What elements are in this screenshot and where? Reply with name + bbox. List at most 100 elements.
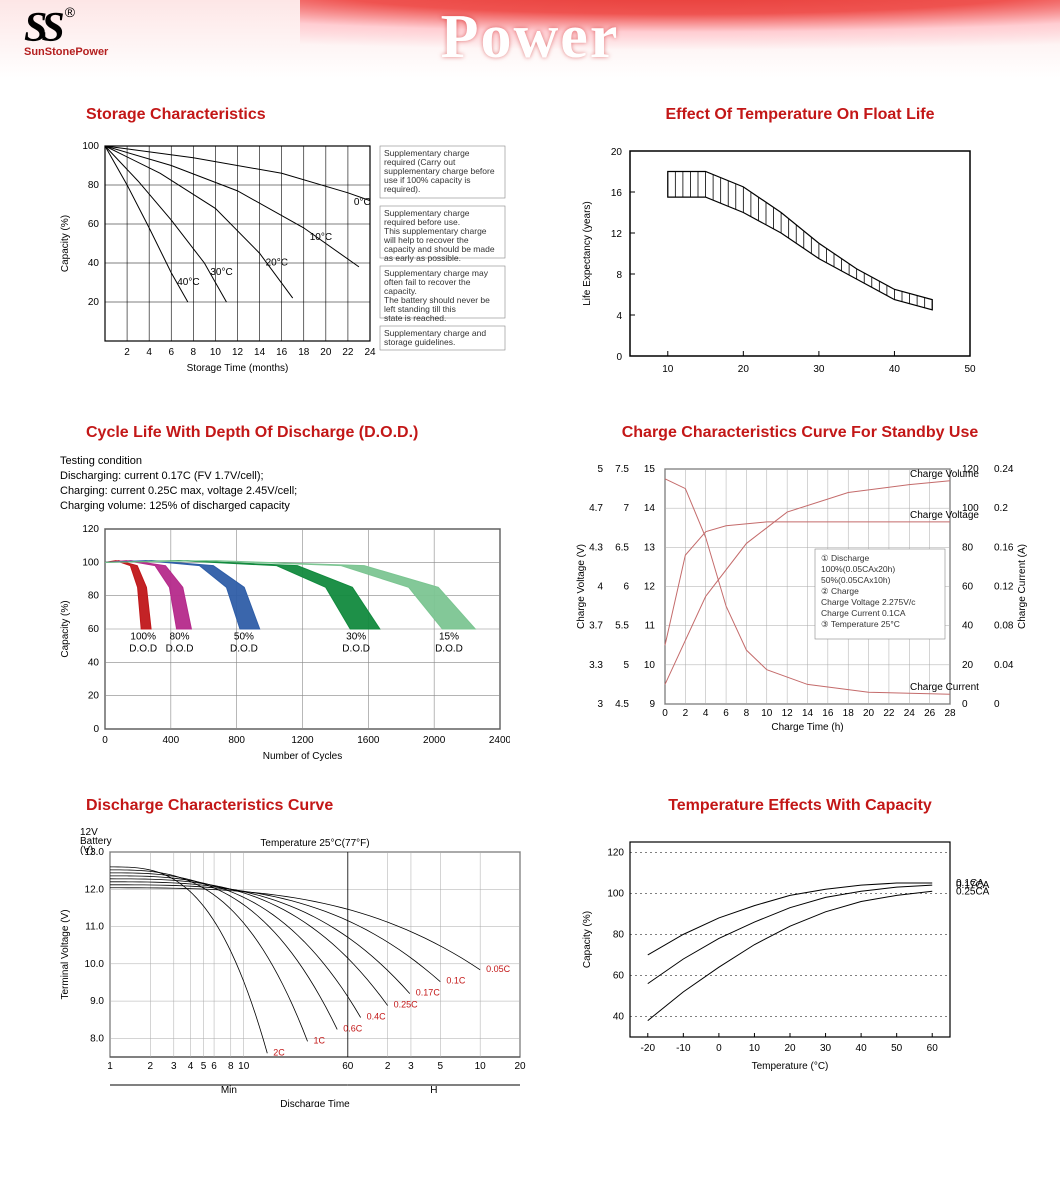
svg-text:7.5: 7.5 <box>615 464 629 475</box>
svg-text:14: 14 <box>254 347 266 358</box>
svg-text:12.0: 12.0 <box>85 885 105 896</box>
svg-text:6: 6 <box>623 582 629 593</box>
svg-text:10: 10 <box>644 660 656 671</box>
svg-text:8: 8 <box>744 708 750 719</box>
svg-text:② Charge: ② Charge <box>821 586 859 596</box>
svg-text:50: 50 <box>964 364 976 375</box>
brand-name: SunStonePower <box>24 46 108 58</box>
svg-text:8: 8 <box>191 347 197 358</box>
svg-text:-10: -10 <box>676 1043 691 1054</box>
svg-text:120: 120 <box>607 848 624 859</box>
svg-text:20: 20 <box>962 660 974 671</box>
chart-storage: 2468101214161820222420406080100Storage T… <box>50 136 530 396</box>
banner-title: Power <box>441 2 620 73</box>
svg-text:6: 6 <box>168 347 174 358</box>
svg-text:D.O.D: D.O.D <box>166 644 194 655</box>
svg-text:D.O.D: D.O.D <box>342 644 370 655</box>
svg-text:10: 10 <box>238 1061 250 1072</box>
svg-text:4: 4 <box>703 708 709 719</box>
svg-text:40: 40 <box>88 258 100 269</box>
svg-text:800: 800 <box>228 735 245 746</box>
panel-storage: Storage Characteristics 2468101214161820… <box>50 98 530 396</box>
svg-text:4.5: 4.5 <box>615 699 629 710</box>
svg-text:20°C: 20°C <box>266 257 288 268</box>
svg-text:2: 2 <box>147 1061 153 1072</box>
svg-text:3.3: 3.3 <box>589 660 603 671</box>
svg-text:40: 40 <box>889 364 901 375</box>
svg-text:10: 10 <box>662 364 674 375</box>
svg-text:28: 28 <box>944 708 956 719</box>
svg-text:14: 14 <box>802 708 814 719</box>
svg-text:2: 2 <box>683 708 689 719</box>
svg-text:D.O.D: D.O.D <box>435 644 463 655</box>
svg-text:40: 40 <box>856 1043 868 1054</box>
svg-text:10: 10 <box>749 1043 761 1054</box>
svg-text:30°C: 30°C <box>210 267 232 278</box>
svg-text:1C: 1C <box>314 1036 326 1046</box>
svg-text:as early as possible.: as early as possible. <box>384 253 461 263</box>
svg-text:9.0: 9.0 <box>90 996 104 1007</box>
panel-temp: Temperature Effects With Capacity -20-10… <box>570 789 1030 1107</box>
svg-text:120: 120 <box>82 524 99 535</box>
svg-text:6: 6 <box>723 708 729 719</box>
panel-discharge: Discharge Characteristics Curve 8.09.010… <box>50 789 530 1107</box>
svg-text:③ Temperature 25°C: ③ Temperature 25°C <box>821 619 900 629</box>
svg-text:30: 30 <box>813 364 825 375</box>
svg-text:Number of Cycles: Number of Cycles <box>263 751 342 762</box>
svg-text:100: 100 <box>82 141 99 152</box>
svg-text:6: 6 <box>211 1061 217 1072</box>
svg-text:0.1C: 0.1C <box>446 976 466 986</box>
svg-text:0°C: 0°C <box>354 197 371 208</box>
svg-text:D.O.D: D.O.D <box>230 644 258 655</box>
chart-temp: -20-100102030405060406080100120Temperatu… <box>570 827 1030 1077</box>
svg-text:20: 20 <box>514 1061 526 1072</box>
svg-text:20: 20 <box>611 147 623 158</box>
chart-charge: 024681012141618202224262891011121314154.… <box>570 454 1030 754</box>
panel-charge: Charge Characteristics Curve For Standby… <box>570 416 1030 769</box>
svg-text:20: 20 <box>784 1043 796 1054</box>
svg-text:-20: -20 <box>641 1043 656 1054</box>
svg-text:Terminal Voltage (V): Terminal Voltage (V) <box>60 910 71 1000</box>
svg-text:80: 80 <box>613 930 625 941</box>
svg-text:40°C: 40°C <box>177 277 199 288</box>
svg-text:Capacity (%): Capacity (%) <box>60 601 71 658</box>
svg-text:0.25C: 0.25C <box>394 1000 419 1010</box>
svg-text:10: 10 <box>210 347 222 358</box>
svg-text:24: 24 <box>904 708 916 719</box>
svg-text:2: 2 <box>124 347 130 358</box>
title-storage: Storage Characteristics <box>50 106 530 124</box>
logo-registered: ® <box>65 4 75 20</box>
svg-text:18: 18 <box>843 708 855 719</box>
brand-logo: SS® SunStonePower <box>24 4 108 58</box>
svg-text:80: 80 <box>88 180 100 191</box>
svg-text:Discharge Time: Discharge Time <box>280 1099 350 1107</box>
svg-text:state is reached.: state is reached. <box>384 313 446 323</box>
svg-text:20: 20 <box>88 297 100 308</box>
svg-text:0: 0 <box>93 724 99 735</box>
svg-text:30%: 30% <box>346 632 366 643</box>
svg-text:100%: 100% <box>130 632 156 643</box>
svg-text:Min: Min <box>221 1085 237 1096</box>
svg-text:Charge Voltage (V): Charge Voltage (V) <box>576 544 587 629</box>
svg-text:1200: 1200 <box>291 735 314 746</box>
svg-text:16: 16 <box>276 347 288 358</box>
svg-text:0.05C: 0.05C <box>486 964 511 974</box>
svg-text:0.12: 0.12 <box>994 582 1014 593</box>
svg-text:0.6C: 0.6C <box>343 1024 363 1034</box>
svg-text:Temperature (°C): Temperature (°C) <box>752 1061 829 1072</box>
svg-text:0.2: 0.2 <box>994 503 1008 514</box>
svg-text:50%: 50% <box>234 632 254 643</box>
svg-text:3: 3 <box>408 1061 414 1072</box>
svg-text:0.4C: 0.4C <box>367 1012 387 1022</box>
svg-text:3: 3 <box>597 699 603 710</box>
chart-discharge: 8.09.010.011.012.013.0Terminal Voltage (… <box>50 827 530 1107</box>
svg-text:100%(0.05CAx20h): 100%(0.05CAx20h) <box>821 564 895 574</box>
svg-text:60: 60 <box>88 624 100 635</box>
svg-text:Charge Voltage 2.275V/c: Charge Voltage 2.275V/c <box>821 597 916 607</box>
svg-text:2C: 2C <box>273 1048 285 1058</box>
svg-text:Charge Volume: Charge Volume <box>910 469 979 480</box>
svg-text:10.0: 10.0 <box>85 959 105 970</box>
svg-text:5: 5 <box>597 464 603 475</box>
panel-float: Effect Of Temperature On Float Life 1020… <box>570 98 1030 396</box>
banner-ribbon <box>300 0 1060 78</box>
